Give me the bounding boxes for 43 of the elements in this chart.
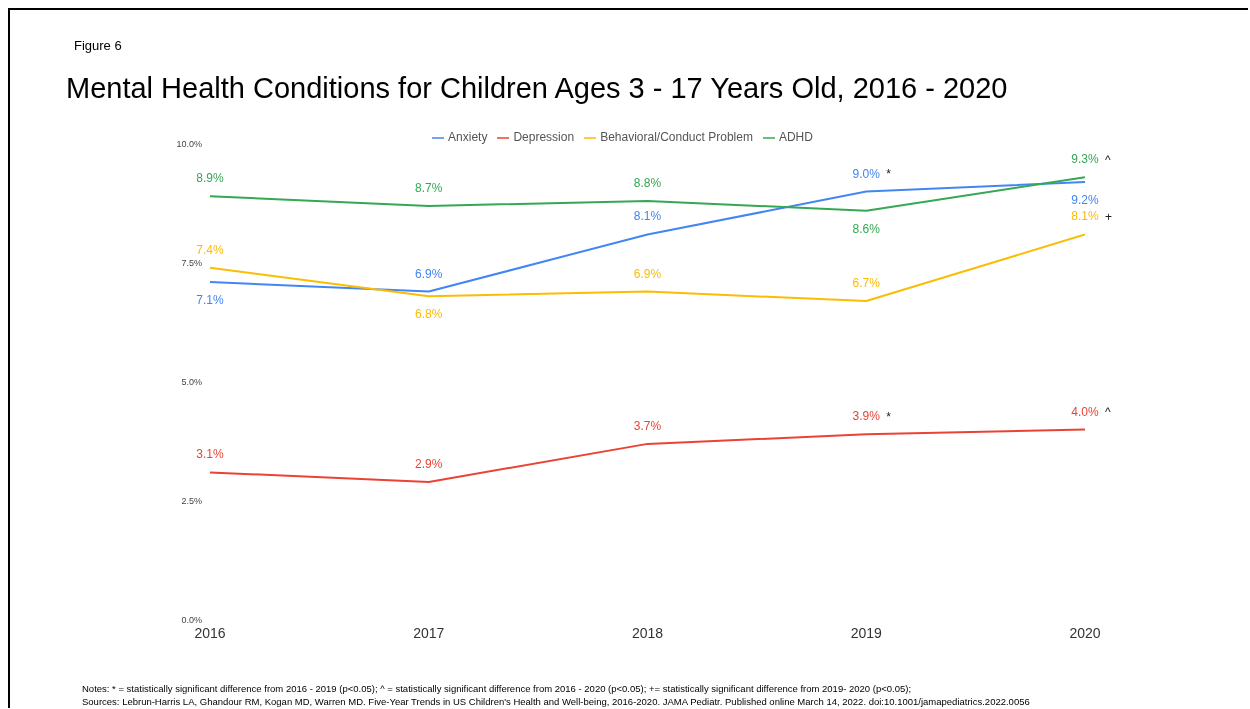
data-label: 8.6% bbox=[852, 221, 881, 236]
data-label: 2.9% bbox=[415, 456, 443, 471]
x-tick-label: 2018 bbox=[631, 624, 664, 641]
y-tick-label: 0.0% bbox=[181, 615, 202, 626]
data-label: 4.0% bbox=[1071, 404, 1099, 419]
data-label: 9.3% bbox=[1071, 152, 1099, 167]
data-label: 3.1% bbox=[196, 447, 224, 462]
data-label: 8.1% bbox=[633, 209, 662, 224]
data-label: 7.1% bbox=[196, 293, 224, 308]
annotation: ^ bbox=[1105, 152, 1111, 167]
text: Notes: * = statistically significant difference from 2016 - 2019 (p<0.05); ^ = statistically significant difference from 2016 - 2020 (p<0.05); += statistically significant difference from 2019- 2020 (p<0.05); bbox=[82, 682, 913, 695]
legend-label: Depression bbox=[513, 130, 575, 144]
chart-title: Mental Health Conditions for Children Ages 3 - 17 Years Old, 2016 - 2020 bbox=[66, 72, 1008, 105]
data-label: 6.9% bbox=[633, 266, 662, 281]
annotation: ^ bbox=[1105, 404, 1111, 419]
data-label: 6.7% bbox=[852, 276, 881, 291]
annotation: * bbox=[886, 166, 892, 181]
y-tick-label: 7.5% bbox=[181, 258, 202, 269]
data-label: 9.2% bbox=[1071, 193, 1099, 208]
caption: Figure 6 bbox=[74, 38, 122, 53]
data-label: 8.8% bbox=[633, 176, 662, 191]
x-tick-label: 2019 bbox=[850, 624, 883, 641]
data-label: 8.9% bbox=[196, 171, 224, 186]
legend-label: ADHD bbox=[778, 130, 813, 144]
data-label: 3.7% bbox=[633, 418, 662, 433]
data-label: 8.1% bbox=[1071, 209, 1099, 224]
data-label: 6.8% bbox=[415, 307, 443, 322]
legend-label: Anxiety bbox=[448, 130, 488, 144]
source-note: Sources: Lebrun-Harris LA, Ghandour RM, Kogan MD, Warren MD. Five-Year Trends in US Children's Health and Well-being, 2016-2020. JAMA Pediatr. Published online March 14, 2022. doi:10.1001/jamapediatrics.2022.0056 bbox=[82, 695, 1030, 708]
annotation: + bbox=[1105, 209, 1113, 224]
y-tick-label: 2.5% bbox=[181, 496, 202, 507]
data-label: 8.7% bbox=[415, 180, 443, 195]
data-label: 9.0% bbox=[852, 166, 881, 181]
data-label: 6.9% bbox=[415, 266, 443, 281]
x-tick-label: 2020 bbox=[1069, 624, 1101, 641]
data-label: 3.9% bbox=[852, 409, 881, 424]
x-tick-label: 2017 bbox=[413, 624, 445, 641]
y-tick-label: 10.0% bbox=[176, 139, 202, 150]
x-tick-label: 2016 bbox=[194, 624, 226, 641]
annotation: * bbox=[886, 409, 892, 424]
data-label: 7.4% bbox=[196, 242, 224, 257]
legend-label: Behavioral/Conduct Problem bbox=[600, 130, 753, 144]
y-tick-label: 5.0% bbox=[181, 377, 202, 388]
